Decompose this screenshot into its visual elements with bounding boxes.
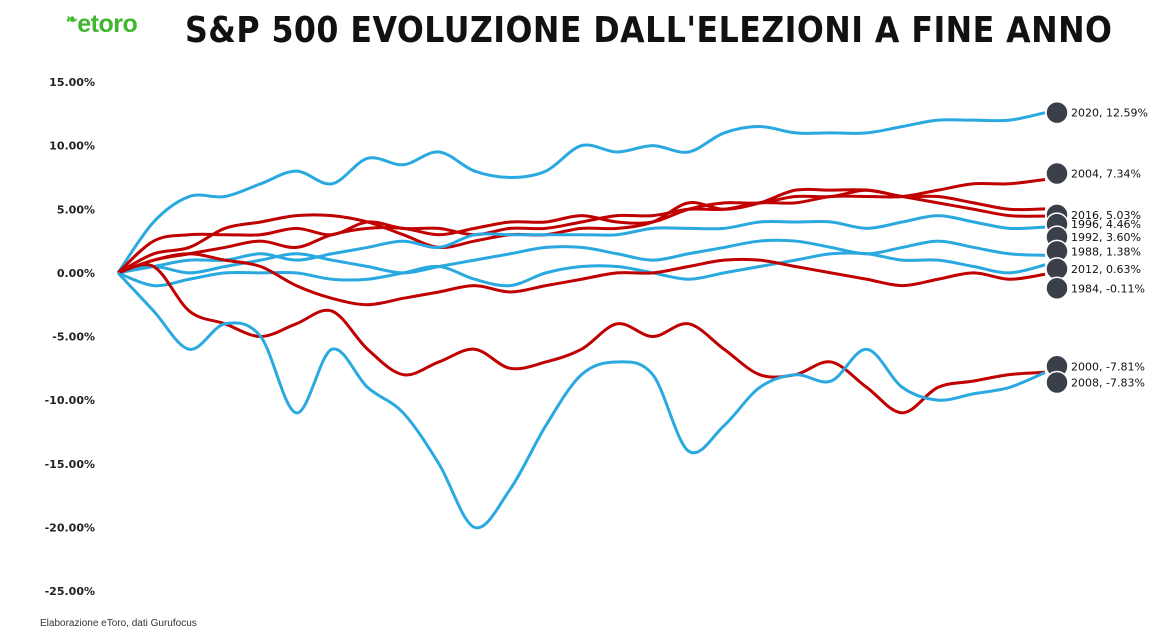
y-tick-label: -15.00% xyxy=(45,458,95,471)
y-tick-label: 5.00% xyxy=(57,203,95,216)
y-axis: 15.00% 10.00% 5.00% 0.00% -5.00% -10.00% -15.0… xyxy=(45,76,95,598)
series-line-2012 xyxy=(117,251,1046,288)
chart-title: S&P 500 EVOLUZIONE DALL'ELEZIONI A FINE … xyxy=(185,10,1113,51)
series-end-label-2004: 2004, 7.34% xyxy=(1071,167,1141,180)
president-avatar-2004 xyxy=(1045,161,1069,186)
series-end-label-2020: 2020, 12.59% xyxy=(1071,107,1148,120)
y-tick-label: -20.00% xyxy=(45,521,95,534)
y-tick-label: 15.00% xyxy=(49,76,95,89)
y-tick-label: -25.00% xyxy=(45,585,95,598)
source-note: Elaborazione eToro, dati Gurufocus xyxy=(40,618,197,629)
series-end-labels: 2020, 12.59% 2004, 7.34% 2016, 5.03%1996, … xyxy=(1045,100,1148,395)
y-tick-label: -10.00% xyxy=(45,394,95,407)
series-line-1988 xyxy=(117,238,1046,275)
series-end-label-2008: 2008, -7.83% xyxy=(1071,377,1145,390)
president-avatar-2020 xyxy=(1045,100,1069,125)
series-end-label-1996: 1996, 4.46% xyxy=(1071,218,1141,231)
series-line-2020 xyxy=(116,111,1046,274)
series-end-label-2012: 2012, 0.63% xyxy=(1071,263,1141,276)
series-end-label-2000: 2000, -7.81% xyxy=(1071,360,1145,373)
etoro-logo: ❧etoro xyxy=(66,10,138,38)
series-line-1996 xyxy=(117,187,1046,275)
y-tick-label: -5.00% xyxy=(52,331,95,344)
series-end-label-2016: 2016, 5.03% xyxy=(1071,209,1141,222)
series-line-1984 xyxy=(117,252,1046,307)
series-line-2004 xyxy=(116,177,1046,274)
y-tick-label: 10.00% xyxy=(49,140,95,153)
president-avatar-2008 xyxy=(1045,370,1069,395)
series-end-label-1984: 1984, -0.11% xyxy=(1071,282,1145,295)
series-line-2008 xyxy=(116,271,1046,530)
president-avatar-1984 xyxy=(1045,276,1069,301)
series-lines xyxy=(116,111,1046,530)
y-tick-label: 0.00% xyxy=(57,267,95,280)
series-line-2000 xyxy=(117,263,1046,415)
series-end-label-1992: 1992, 3.60% xyxy=(1071,231,1141,244)
series-end-label-1988: 1988, 1.38% xyxy=(1071,245,1141,258)
series-line-1992 xyxy=(117,214,1046,275)
